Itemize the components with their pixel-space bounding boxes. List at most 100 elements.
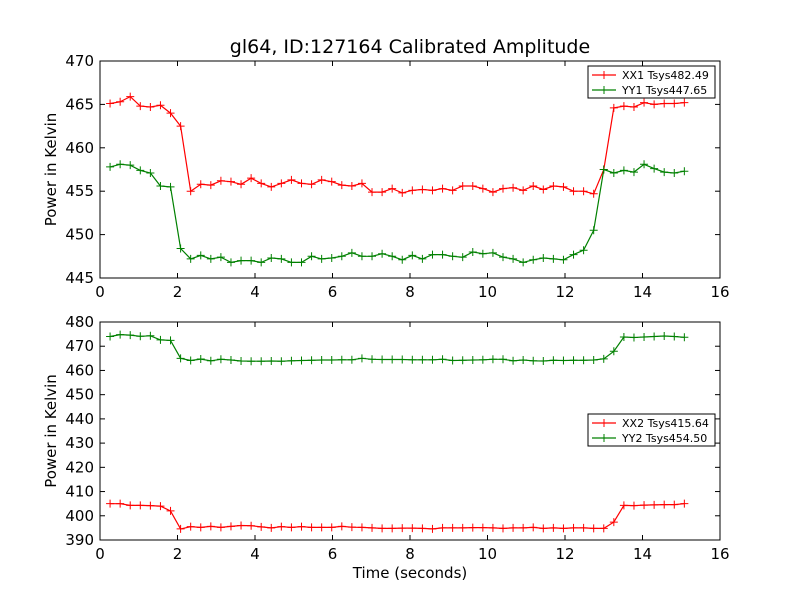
data-point bbox=[378, 355, 387, 364]
data-point bbox=[226, 356, 235, 365]
data-point bbox=[458, 356, 467, 365]
data-point bbox=[337, 355, 346, 364]
legend-label: YY2 Tsys454.50 bbox=[621, 432, 707, 445]
data-point bbox=[216, 176, 225, 185]
data-point bbox=[368, 523, 377, 532]
data-point bbox=[106, 499, 115, 508]
data-point bbox=[418, 185, 427, 194]
y-tick-label: 455 bbox=[65, 182, 94, 200]
data-point bbox=[378, 188, 387, 197]
data-point bbox=[247, 357, 256, 366]
data-point bbox=[347, 355, 356, 364]
data-point bbox=[408, 251, 417, 260]
data-point bbox=[357, 252, 366, 261]
legend: XX1 Tsys482.49 YY1 Tsys447.65 bbox=[587, 65, 716, 99]
data-point bbox=[408, 186, 417, 195]
x-tick-label: 10 bbox=[478, 545, 497, 563]
x-tick-label: 2 bbox=[173, 283, 183, 301]
data-point bbox=[670, 99, 679, 108]
legend-marker bbox=[600, 71, 608, 79]
data-point bbox=[226, 177, 235, 186]
data-point bbox=[347, 523, 356, 532]
series-line bbox=[109, 163, 685, 264]
data-point bbox=[216, 253, 225, 262]
data-point bbox=[317, 523, 326, 532]
x-tick-label: 4 bbox=[250, 283, 260, 301]
data-point bbox=[166, 506, 175, 515]
data-point bbox=[569, 187, 578, 196]
data-point bbox=[539, 254, 548, 263]
data-point bbox=[398, 355, 407, 364]
data-point bbox=[579, 523, 588, 532]
x-tick-label: 14 bbox=[633, 283, 652, 301]
data-point bbox=[499, 355, 507, 364]
data-point bbox=[640, 333, 649, 342]
data-point bbox=[509, 356, 518, 365]
data-point bbox=[136, 102, 145, 111]
data-point bbox=[529, 523, 538, 532]
data-point bbox=[519, 523, 528, 532]
data-point bbox=[116, 160, 125, 169]
data-point bbox=[196, 251, 205, 260]
data-point bbox=[206, 522, 215, 531]
y-tick-label: 470 bbox=[65, 337, 94, 355]
data-point bbox=[196, 180, 205, 189]
data-point bbox=[186, 522, 195, 531]
data-point bbox=[629, 501, 638, 510]
x-tick-label: 2 bbox=[173, 545, 183, 563]
data-point bbox=[337, 522, 346, 531]
data-point bbox=[539, 356, 548, 365]
data-point bbox=[186, 254, 195, 263]
data-point bbox=[499, 184, 507, 193]
data-point bbox=[307, 252, 316, 261]
y-axis-label: Power in Kelvin bbox=[42, 113, 60, 227]
data-point bbox=[680, 499, 689, 508]
data-point bbox=[599, 354, 608, 363]
data-point bbox=[166, 336, 175, 345]
data-point bbox=[680, 167, 689, 176]
data-point bbox=[519, 258, 528, 267]
y-tick-label: 445 bbox=[65, 269, 94, 287]
data-point bbox=[166, 109, 175, 118]
data-point bbox=[226, 522, 235, 531]
data-point bbox=[619, 102, 628, 111]
data-point bbox=[287, 258, 296, 267]
data-point bbox=[629, 333, 638, 342]
data-point bbox=[428, 355, 437, 364]
data-point bbox=[287, 175, 296, 184]
data-point bbox=[650, 500, 659, 509]
legend: XX2 Tsys415.64 YY2 Tsys454.50 bbox=[587, 413, 716, 447]
data-point bbox=[438, 184, 447, 193]
chart-title: gl64, ID:127164 Calibrated Amplitude bbox=[230, 36, 590, 58]
data-point bbox=[277, 254, 286, 263]
data-point bbox=[156, 335, 165, 344]
data-point bbox=[106, 99, 115, 108]
data-point bbox=[589, 356, 598, 365]
data-point bbox=[257, 522, 266, 531]
data-point bbox=[660, 168, 669, 177]
data-point bbox=[428, 250, 437, 259]
legend-marker bbox=[600, 434, 608, 442]
data-point bbox=[640, 98, 649, 107]
data-point bbox=[549, 181, 558, 190]
data-point bbox=[509, 183, 518, 192]
data-point bbox=[408, 524, 417, 533]
data-point bbox=[307, 523, 316, 532]
data-point bbox=[357, 354, 366, 363]
x-tick-label: 14 bbox=[633, 545, 652, 563]
data-point bbox=[146, 501, 155, 510]
series-line bbox=[110, 95, 685, 195]
data-point bbox=[317, 254, 326, 263]
data-point bbox=[206, 356, 215, 365]
data-point bbox=[126, 331, 135, 340]
data-point bbox=[579, 187, 588, 196]
data-point bbox=[347, 181, 356, 190]
data-point bbox=[196, 355, 205, 364]
data-point bbox=[257, 258, 266, 267]
data-point bbox=[619, 166, 628, 175]
y-tick-label: 450 bbox=[65, 386, 94, 404]
series-line bbox=[109, 333, 685, 362]
x-tick-label: 6 bbox=[328, 545, 338, 563]
series-yy2 bbox=[106, 330, 689, 366]
